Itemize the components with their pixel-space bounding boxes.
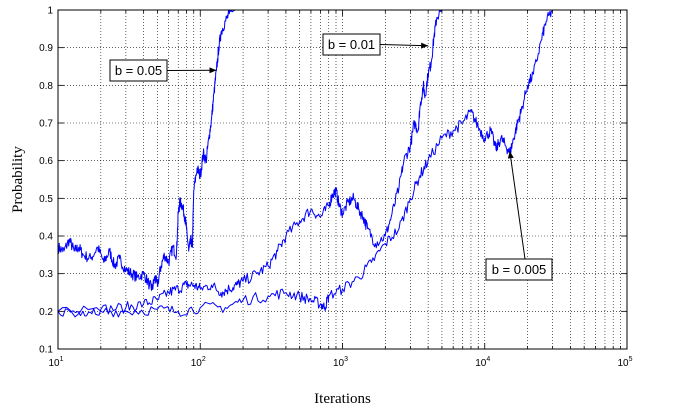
y-tick-label: 1 (47, 6, 53, 17)
annotation-label: b = 0.05 (115, 63, 162, 78)
x-tick-label: 103 (333, 356, 348, 369)
y-tick-label: 0.5 (39, 194, 53, 205)
y-tick-label: 0.9 (39, 43, 53, 54)
series-line-b0005 (57, 9, 554, 318)
annotation-box (109, 59, 168, 82)
y-tick-label: 0.8 (39, 81, 53, 92)
annotation-label: b = 0.005 (492, 262, 547, 277)
y-tick-label: 0.7 (39, 119, 53, 130)
y-tick-label: 0.6 (39, 156, 53, 167)
y-tick-label: 0.4 (39, 232, 53, 243)
annotation-box (485, 258, 553, 281)
axis-ticks: 101 102 103 104 105 0.1 0.2 0.3 0.4 0.5 0.6 0.7 0.8 0… (39, 6, 633, 370)
annotation-arrow (507, 151, 526, 260)
y-tick-label: 0.2 (39, 307, 53, 318)
x-tick-label: 102 (191, 356, 206, 369)
annotation-box (322, 33, 381, 56)
series-line-b001 (57, 9, 553, 317)
grid (58, 10, 627, 349)
annotation-label: b = 0.01 (328, 37, 375, 52)
y-axis-title: Probability (10, 146, 26, 213)
y-tick-label: 0.1 (39, 345, 53, 356)
x-tick-label: 101 (48, 356, 63, 369)
x-tick-label: 104 (475, 356, 490, 369)
x-axis-title: Iterations (314, 391, 371, 407)
annotations-layer: b = 0.05 b = 0.01 b = 0.005 (109, 33, 553, 281)
y-tick-label: 0.3 (39, 269, 53, 280)
annotation-arrow (379, 42, 429, 49)
x-tick-label: 105 (617, 356, 632, 369)
